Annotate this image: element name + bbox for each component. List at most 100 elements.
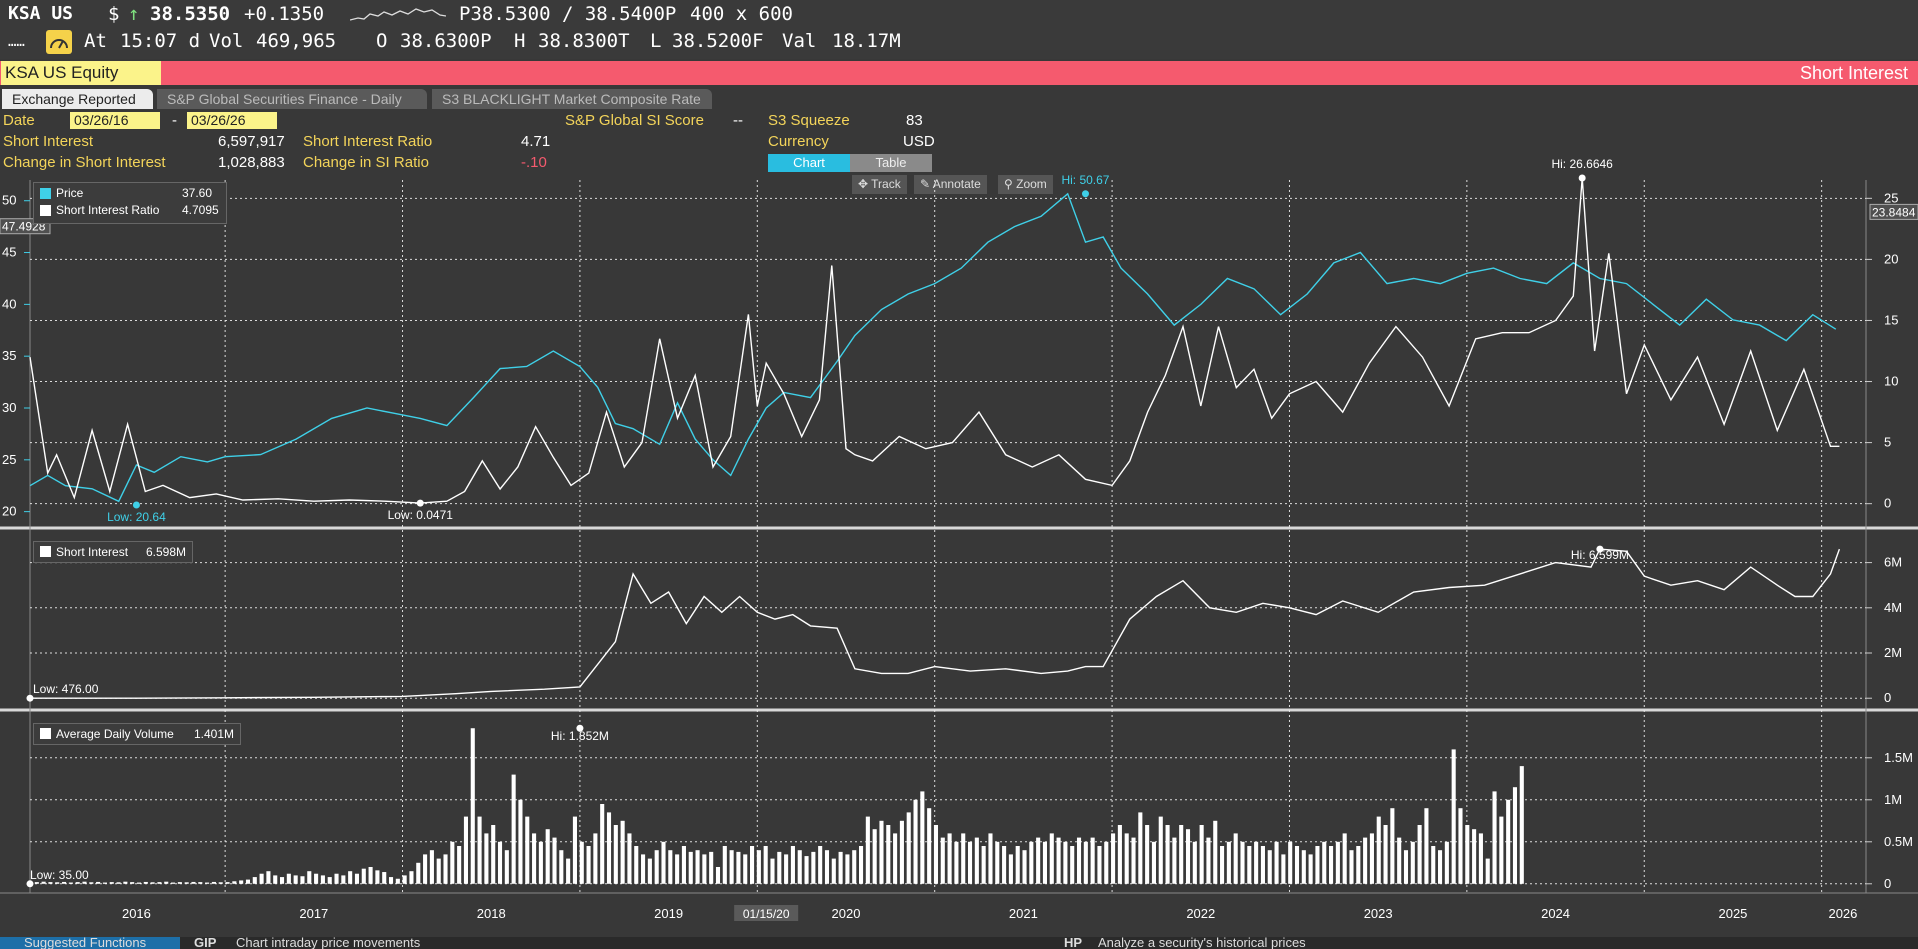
fn2-code[interactable]: HP: [1064, 937, 1083, 949]
tab-exchange-reported[interactable]: Exchange Reported: [2, 89, 153, 109]
net-change: +0.1350: [244, 3, 325, 25]
volume-bar: [143, 881, 148, 884]
volume-bar: [777, 851, 782, 884]
volume-bar: [634, 846, 639, 884]
zoom-label: Zoom: [1016, 177, 1047, 191]
volume-bar: [525, 816, 530, 884]
up-arrow-icon: ↑: [128, 3, 140, 25]
volume-bar: [1390, 808, 1395, 884]
fn2-desc[interactable]: Analyze a security's historical prices: [1098, 937, 1306, 949]
volume-bar: [572, 816, 577, 884]
vol-label: Vol: [209, 30, 244, 52]
sp-score-value: --: [733, 112, 743, 129]
volume-bar: [967, 841, 973, 884]
function-bar: [0, 61, 1918, 85]
short-interest-ratio-line: [29, 177, 1840, 504]
trade-time: 15:07 d: [120, 30, 201, 52]
fn1-code[interactable]: GIP: [194, 937, 217, 949]
annotate-button[interactable]: ✎ Annotate: [914, 175, 987, 194]
gauge-icon[interactable]: [46, 30, 72, 54]
volume-bar: [423, 854, 428, 884]
volume-bar: [239, 880, 244, 884]
volume-bar: [293, 875, 298, 884]
volume-bar: [436, 858, 441, 884]
s3-squeeze-value: 83: [906, 112, 923, 129]
volume-bar: [695, 850, 700, 884]
volume-bar: [116, 882, 121, 884]
volume-bar: [668, 850, 673, 884]
extreme-label: Low: 0.0471: [388, 508, 454, 522]
volume-bar: [266, 871, 271, 884]
volume-bar: [68, 882, 73, 884]
volume-bar: [709, 851, 714, 884]
zoom-button[interactable]: ⚲ Zoom: [998, 175, 1053, 194]
si-legend-name: Short Interest: [56, 545, 129, 559]
volume-bar: [1192, 841, 1197, 884]
volume-bar: [375, 870, 380, 884]
security-field[interactable]: KSA US Equity: [1, 61, 161, 85]
ellipsis: ……: [8, 34, 25, 50]
extreme-label: Low: 20.64: [107, 510, 166, 524]
volume-bar: [1022, 850, 1027, 884]
short-interest-line: [30, 548, 1841, 699]
volume-bar: [232, 881, 237, 884]
volume-bar: [1376, 816, 1381, 884]
volume-bar: [1294, 846, 1300, 884]
volume-bar: [1090, 837, 1095, 884]
volume-bar: [743, 854, 748, 884]
volume-bar: [1512, 787, 1518, 884]
change-sir-label: Change in SI Ratio: [303, 154, 429, 171]
volume-bar: [1247, 846, 1252, 884]
x-tick-label: 2016: [122, 906, 151, 921]
si-legend-value: 6.598M: [146, 545, 187, 559]
volume-bar: [416, 862, 421, 884]
volume-bar: [1049, 833, 1054, 884]
date-from-field[interactable]: 03/26/16: [70, 112, 160, 129]
extreme-marker: [1081, 190, 1089, 198]
low-label: L: [650, 30, 662, 52]
ticker[interactable]: KSA US: [8, 3, 74, 24]
volume-bar: [1444, 841, 1449, 884]
volume-bar: [89, 882, 94, 884]
volume-bar: [702, 854, 707, 884]
sir-legend-value: 4.7095: [182, 203, 219, 217]
s3-squeeze-label: S3 Squeeze: [768, 112, 850, 129]
table-view-button[interactable]: Table: [850, 154, 932, 172]
volume-bar: [273, 875, 278, 884]
price-legend: Price 37.60 Short Interest Ratio 4.7095: [33, 182, 227, 224]
volume-bar: [429, 850, 434, 884]
volume-bar: [327, 877, 332, 884]
fn1-desc[interactable]: Chart intraday price movements: [236, 937, 421, 949]
volume-bar: [688, 851, 693, 884]
volume-bar: [102, 882, 107, 884]
si-ratio-value: 4.71: [521, 133, 551, 150]
volume-bar: [1308, 854, 1313, 884]
function-title: Short Interest: [1799, 63, 1908, 83]
volume-bar: [974, 837, 979, 884]
right-tick-label: 1.5M: [1884, 750, 1913, 765]
volume-bar: [1288, 841, 1293, 884]
track-button[interactable]: ✥ Track: [852, 175, 907, 194]
tab-sp-global-daily[interactable]: S&P Global Securities Finance - Daily: [157, 89, 427, 109]
x-tick-label: 2021: [1009, 906, 1038, 921]
volume-bar: [579, 841, 584, 884]
volume-bar: [1356, 846, 1361, 884]
volume-bar: [1335, 841, 1340, 884]
volume-bar: [722, 846, 727, 884]
volume-bar: [1015, 846, 1020, 884]
volume-bar: [906, 812, 911, 884]
volume-bar: [477, 816, 482, 884]
volume-bar: [1151, 841, 1156, 884]
chart-view-button[interactable]: Chart: [768, 154, 850, 172]
tab-s3-blacklight[interactable]: S3 BLACKLIGHT Market Composite Rate: [432, 89, 712, 109]
volume-bar: [41, 881, 46, 884]
volume-bar: [1206, 837, 1211, 884]
volume-bar: [940, 837, 945, 884]
volume-bar: [1410, 841, 1415, 884]
date-to-field[interactable]: 03/26/26: [187, 112, 277, 129]
volume-bar: [1233, 833, 1238, 884]
volume-bar: [879, 820, 884, 884]
volume-bar: [1179, 825, 1184, 884]
volume-bar: [491, 825, 496, 884]
